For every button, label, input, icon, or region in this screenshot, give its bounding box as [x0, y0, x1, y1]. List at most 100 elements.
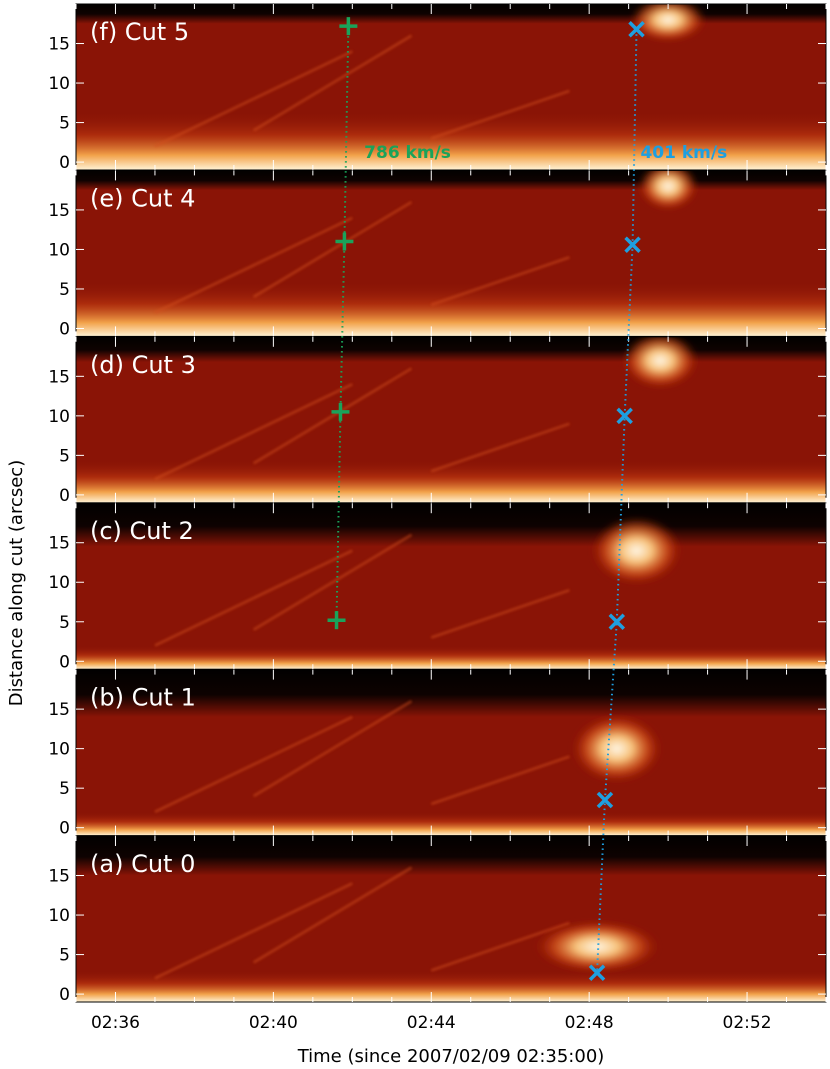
y-tick-label: 5	[59, 613, 70, 633]
streak	[430, 588, 570, 639]
x-tick-label: 02:48	[565, 1013, 614, 1033]
y-tick-label: 0	[59, 486, 70, 506]
y-tick-label: 0	[59, 819, 70, 839]
panel-image	[76, 336, 826, 503]
cross-marker	[616, 407, 633, 425]
base-band	[76, 110, 826, 170]
y-tick-label: 10	[48, 74, 70, 94]
panel-label: (a) Cut 0	[90, 850, 195, 878]
panel: 0 5 10 15 (c) Cut 2	[48, 502, 827, 672]
y-tick-label: 15	[48, 35, 70, 55]
panel-label: (f) Cut 5	[90, 18, 189, 46]
green-track-line	[335, 26, 350, 621]
bright-region	[638, 170, 699, 211]
panel: 0 5 10 15 (f) Cut 5	[48, 3, 827, 173]
streak	[252, 533, 413, 631]
y-tick-label: 5	[59, 446, 70, 466]
y-tick-label: 0	[59, 985, 70, 1005]
streak-group	[154, 533, 570, 647]
streak-group	[154, 700, 570, 814]
y-tick-label: 15	[48, 367, 70, 387]
bright-region	[591, 516, 682, 585]
streak	[252, 367, 413, 465]
x-axis-title: Time (since 2007/02/09 02:35:00)	[297, 1046, 605, 1067]
y-tick-label: 5	[59, 946, 70, 966]
streak	[154, 549, 353, 647]
x-tick-label: 02:40	[249, 1013, 298, 1033]
y-axis-title: Distance along cut (arcsec)	[6, 460, 27, 706]
y-tick-label: 10	[48, 740, 70, 760]
panel-label: (d) Cut 3	[90, 351, 196, 379]
x-tick-label: 02:52	[723, 1013, 772, 1033]
streak-group	[154, 367, 570, 481]
streak	[154, 216, 353, 314]
streak	[252, 866, 413, 964]
speed-label-green: 786 km/s	[364, 143, 451, 163]
y-tick-label: 5	[59, 779, 70, 799]
cross-marker	[628, 21, 645, 38]
panel-image	[76, 669, 826, 836]
panel-label: (b) Cut 1	[90, 684, 196, 712]
y-tick-label: 15	[48, 201, 70, 221]
overlay-layer: 02:36 02:40 02:44 02:48 02:52 786 km/s 401 km/…	[91, 17, 772, 1033]
dark-region	[76, 669, 826, 718]
y-tick-label: 15	[48, 867, 70, 887]
base-band	[76, 970, 826, 1002]
y-tick-label: 0	[59, 153, 70, 173]
streak-group	[154, 200, 570, 314]
streak	[252, 700, 413, 798]
streak	[430, 256, 570, 306]
y-tick-label: 10	[48, 240, 70, 260]
streak	[154, 715, 353, 814]
bright-region	[535, 920, 660, 973]
panel-frame	[75, 835, 827, 1003]
streak	[430, 422, 570, 473]
bright-region	[571, 714, 662, 783]
streak	[154, 50, 353, 148]
cross-marker	[608, 613, 626, 631]
x-tick-label: 02:44	[407, 1013, 456, 1033]
cross-marker	[588, 964, 606, 981]
bright-region	[630, 4, 707, 42]
streak	[430, 89, 570, 140]
panel-image	[76, 836, 826, 1002]
panel-label: (c) Cut 2	[90, 517, 194, 545]
panel: 0 5 10 15 (e) Cut 4	[48, 169, 827, 339]
streak-group	[154, 866, 570, 980]
y-tick-label: 5	[59, 114, 70, 134]
dark-region	[76, 836, 826, 876]
panels-layer: 0 5 10 15 (f) Cut 5 0 5 10 15 (e) Cut 4 0 5 10 15 (d) …	[48, 3, 827, 1005]
streak	[430, 755, 570, 806]
cross-marker	[624, 236, 641, 253]
streak	[154, 383, 353, 481]
dark-region	[76, 336, 826, 363]
y-tick-label: 0	[59, 319, 70, 339]
panel-image	[76, 4, 826, 170]
panel: 0 5 10 15 (b) Cut 1	[48, 669, 827, 839]
base-band	[76, 811, 826, 836]
x-tick-label: 02:36	[91, 1013, 140, 1033]
panel-image	[76, 503, 826, 670]
base-band	[76, 281, 826, 337]
bright-region	[622, 336, 699, 389]
streak-group	[154, 34, 570, 148]
panel: 0 5 10 15 (a) Cut 0	[48, 835, 827, 1005]
panel: 0 5 10 15 (d) Cut 3	[48, 336, 827, 506]
y-tick-label: 15	[48, 534, 70, 554]
y-tick-label: 15	[48, 700, 70, 720]
dark-region	[76, 503, 826, 547]
streak	[430, 921, 570, 972]
base-band	[76, 645, 826, 670]
base-band	[76, 459, 826, 503]
y-tick-label: 10	[48, 906, 70, 926]
cross-marker	[596, 791, 614, 809]
y-tick-label: 10	[48, 407, 70, 427]
y-tick-label: 0	[59, 652, 70, 672]
blue-track-line	[596, 29, 638, 973]
streak	[252, 200, 413, 298]
streak	[154, 882, 353, 980]
y-tick-label: 5	[59, 280, 70, 300]
streak	[252, 34, 413, 132]
speed-label-blue: 401 km/s	[640, 143, 727, 163]
